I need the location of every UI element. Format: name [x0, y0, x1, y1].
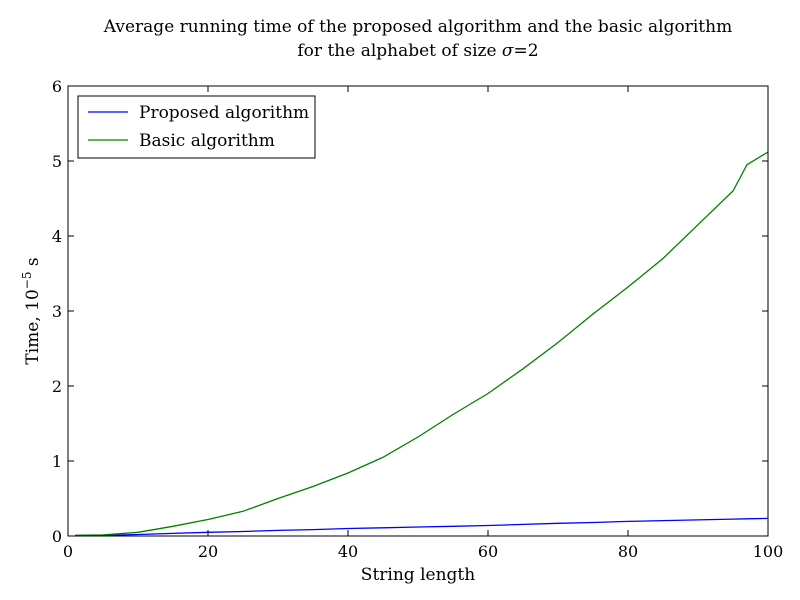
- plot-lines: [74, 151, 769, 537]
- y-tick-label: 4: [52, 227, 62, 246]
- legend-frame: [77, 95, 316, 159]
- chart-title: Average running time of the proposed alg…: [103, 17, 732, 37]
- x-tick-label: 60: [478, 542, 498, 561]
- axis-ticks: 0 20 40 60 80 100 0 1 2 3 4 5 6: [52, 77, 783, 561]
- y-axis-label-prefix: Time, 10: [23, 289, 43, 364]
- y-axis-label-suffix: s: [23, 257, 43, 271]
- legend-label-proposed: Proposed algorithm: [139, 103, 309, 123]
- x-tick-label: 40: [338, 542, 358, 561]
- y-axis-label: Time, 10−5 s: [20, 257, 43, 364]
- series-line-1: [74, 151, 769, 536]
- y-tick-label: 5: [52, 152, 62, 171]
- x-axis-label: String length: [361, 565, 475, 585]
- y-tick-label: 3: [52, 302, 62, 321]
- chart-subtitle-suffix: =2: [514, 41, 539, 61]
- x-tick-label: 80: [618, 542, 638, 561]
- y-tick-label: 1: [52, 452, 62, 471]
- y-axis-label-exponent: −5: [20, 272, 34, 290]
- x-tick-label: 0: [63, 542, 73, 561]
- legend-label-basic: Basic algorithm: [139, 131, 275, 151]
- y-tick-label: 0: [52, 527, 62, 546]
- chart-subtitle-symbol: σ: [502, 41, 514, 61]
- plot-frame: [67, 85, 769, 537]
- chart-subtitle: for the alphabet of size σ=2: [297, 41, 538, 61]
- x-tick-label: 100: [753, 542, 784, 561]
- x-tick-label: 20: [198, 542, 218, 561]
- chart-subtitle-prefix: for the alphabet of size: [297, 41, 502, 61]
- y-tick-label: 2: [52, 377, 62, 396]
- y-tick-label: 6: [52, 77, 62, 96]
- series-line-0: [74, 517, 769, 537]
- legend: Proposed algorithm Basic algorithm: [77, 95, 316, 159]
